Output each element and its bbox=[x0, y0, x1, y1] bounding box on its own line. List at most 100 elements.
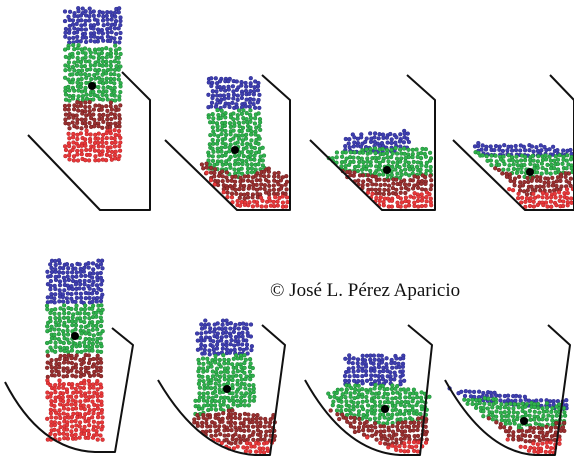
particle bbox=[88, 382, 92, 386]
particle bbox=[113, 145, 117, 149]
particle bbox=[248, 377, 252, 381]
particle bbox=[394, 387, 398, 391]
particle bbox=[202, 383, 206, 387]
particle bbox=[118, 117, 122, 121]
particle bbox=[543, 181, 547, 185]
particle bbox=[250, 348, 254, 352]
particle bbox=[221, 347, 225, 351]
particle bbox=[378, 164, 382, 168]
particle bbox=[253, 146, 257, 150]
particle bbox=[240, 112, 244, 116]
particle bbox=[113, 116, 117, 120]
particle bbox=[403, 163, 407, 167]
particle bbox=[387, 160, 391, 164]
particle bbox=[50, 416, 54, 420]
particle bbox=[243, 371, 247, 375]
particle bbox=[537, 426, 541, 430]
particle bbox=[91, 436, 95, 440]
particle bbox=[109, 117, 113, 121]
particle bbox=[113, 128, 117, 132]
particle bbox=[109, 146, 113, 150]
particle bbox=[231, 137, 235, 141]
particle bbox=[224, 327, 228, 331]
particle bbox=[268, 429, 272, 433]
particle bbox=[106, 109, 110, 113]
particle bbox=[245, 111, 249, 115]
particle bbox=[71, 43, 75, 47]
particle bbox=[500, 402, 504, 406]
particle bbox=[514, 148, 518, 152]
particle bbox=[244, 159, 248, 163]
particle bbox=[48, 263, 52, 267]
particle bbox=[383, 178, 387, 182]
particle bbox=[237, 109, 241, 113]
particle bbox=[75, 30, 79, 34]
particle bbox=[364, 369, 368, 373]
particle bbox=[229, 420, 233, 424]
particle bbox=[386, 387, 390, 391]
particle bbox=[74, 357, 78, 361]
particle bbox=[349, 386, 353, 390]
particle bbox=[247, 383, 251, 387]
particle bbox=[92, 10, 96, 14]
particle bbox=[380, 354, 384, 358]
particle bbox=[213, 425, 217, 429]
particle bbox=[88, 109, 92, 113]
particle bbox=[335, 155, 339, 159]
particle bbox=[361, 173, 365, 177]
particle bbox=[95, 369, 99, 373]
particle bbox=[570, 166, 574, 170]
particle bbox=[471, 402, 475, 406]
particle bbox=[113, 72, 117, 76]
particle bbox=[81, 7, 85, 11]
particle bbox=[495, 160, 499, 164]
particle bbox=[356, 405, 360, 409]
particle bbox=[75, 271, 79, 275]
particle bbox=[197, 362, 201, 366]
particle bbox=[243, 175, 247, 179]
particle bbox=[216, 125, 220, 129]
particle bbox=[408, 395, 412, 399]
particle bbox=[66, 300, 70, 304]
particle bbox=[101, 56, 105, 60]
particle bbox=[49, 395, 53, 399]
particle bbox=[74, 307, 78, 311]
particle bbox=[403, 152, 407, 156]
particle bbox=[474, 398, 478, 402]
particle bbox=[481, 414, 485, 418]
particle bbox=[373, 132, 377, 136]
particle bbox=[88, 337, 92, 341]
particle bbox=[243, 394, 247, 398]
particle bbox=[82, 287, 86, 291]
particle bbox=[106, 22, 110, 26]
particle bbox=[262, 154, 266, 158]
particle bbox=[547, 184, 551, 188]
particle bbox=[567, 172, 571, 176]
particle bbox=[390, 384, 394, 388]
particle bbox=[549, 441, 553, 445]
particle bbox=[91, 98, 95, 102]
particle bbox=[88, 105, 92, 109]
particle bbox=[267, 184, 271, 188]
particle bbox=[394, 168, 398, 172]
particle bbox=[75, 344, 79, 348]
particle bbox=[88, 14, 92, 18]
particle bbox=[429, 165, 433, 169]
particle bbox=[243, 386, 247, 390]
particle bbox=[239, 386, 243, 390]
particle bbox=[69, 369, 73, 373]
particle bbox=[117, 61, 121, 65]
particle bbox=[381, 159, 385, 163]
particle bbox=[76, 350, 80, 354]
particle bbox=[238, 413, 242, 417]
particle bbox=[65, 296, 69, 300]
particle bbox=[74, 419, 78, 423]
particle bbox=[213, 171, 217, 175]
particle bbox=[209, 381, 213, 385]
particle bbox=[377, 173, 381, 177]
particle bbox=[101, 137, 105, 141]
particle bbox=[259, 174, 263, 178]
particle bbox=[82, 386, 86, 390]
particle bbox=[63, 35, 67, 39]
particle bbox=[372, 362, 376, 366]
